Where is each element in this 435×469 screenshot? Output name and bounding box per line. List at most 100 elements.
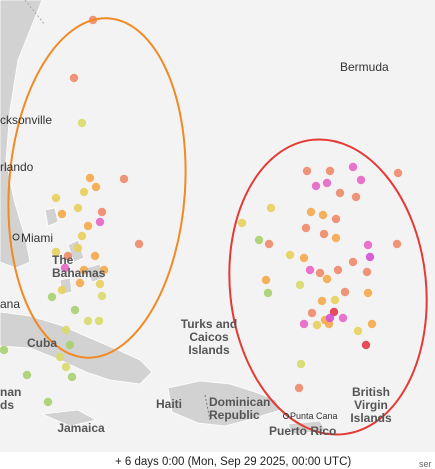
forecast-point [65, 340, 75, 350]
place-label: Haiti [156, 397, 182, 411]
place-label: Cuba [27, 336, 57, 350]
place-label: Bermuda [340, 60, 389, 74]
forecast-point [61, 362, 71, 372]
forecast-point [311, 181, 321, 191]
forecast-point [306, 207, 316, 217]
forecast-point [365, 252, 375, 262]
forecast-point [67, 372, 77, 382]
forecast-point [331, 233, 341, 243]
forecast-point [317, 296, 327, 306]
place-label: Virgin [354, 398, 388, 412]
place-label: ana [0, 297, 20, 311]
place-label: The [52, 253, 74, 267]
forecast-point [296, 359, 306, 369]
forecast-point [295, 280, 305, 290]
place-label: Turks and [181, 317, 237, 331]
forecast-point [83, 221, 93, 231]
forecast-point [266, 203, 276, 213]
city-marker [283, 413, 289, 419]
forecast-point [363, 288, 373, 298]
forecast-point [393, 168, 403, 178]
forecast-point [261, 275, 271, 285]
forecast-point [73, 203, 83, 213]
forecast-point [73, 243, 83, 253]
place-label: Jamaica [57, 421, 105, 435]
forecast-point [331, 214, 341, 224]
forecast-point [254, 235, 264, 245]
forecast-point [63, 251, 73, 261]
place-label: Islands [188, 343, 230, 357]
forecast-point [75, 278, 85, 288]
place-label: nan [0, 385, 21, 399]
border [204, 394, 211, 421]
forecast-point [362, 267, 372, 277]
forecast-point [22, 370, 32, 380]
place-label: ds [0, 398, 14, 412]
place-label: cksonville [0, 113, 52, 127]
forecast-point [329, 307, 339, 317]
forecast-point [51, 247, 61, 257]
forecast-point [85, 173, 95, 183]
forecast-point [307, 308, 317, 318]
forecast-point [322, 274, 332, 284]
forecast-point [61, 325, 71, 335]
forecast-point [356, 175, 366, 185]
forecast-point [77, 231, 87, 241]
forecast-point [312, 320, 322, 330]
forecast-point [351, 192, 361, 202]
forecast-point [299, 319, 309, 329]
place-label: Miami [21, 231, 53, 245]
forecast-point [55, 352, 65, 362]
forecast-point [95, 279, 105, 289]
forecast-point [330, 295, 340, 305]
forecast-point [299, 253, 309, 263]
place-label: rlando [0, 160, 34, 174]
forecast-point [318, 210, 328, 220]
forecast-point [301, 223, 311, 233]
place-label: Republic [209, 408, 260, 422]
forecast-point [79, 265, 89, 275]
forecast-point [305, 265, 315, 275]
forecast-point [363, 240, 373, 250]
timestamp-cut: ser [419, 459, 432, 469]
place-label: Caicos [189, 330, 229, 344]
place-label: Puerto Rico [269, 424, 336, 438]
forecast-point [91, 182, 101, 192]
cluster-outline [7, 17, 187, 359]
city-marker [12, 233, 20, 241]
forecast-point [315, 268, 325, 278]
forecast-point [392, 239, 402, 249]
forecast-point [263, 288, 273, 298]
forecast-point [79, 187, 89, 197]
forecast-point [57, 209, 67, 219]
forecast-point [340, 287, 350, 297]
forecast-point [83, 316, 93, 326]
forecast-point [94, 316, 104, 326]
forecast-point [90, 251, 100, 261]
forecast-point [134, 239, 144, 249]
forecast-point [77, 118, 87, 128]
footer-bar [0, 452, 435, 469]
forecast-point [0, 345, 9, 355]
forecast-point [322, 178, 332, 188]
forecast-point [237, 218, 247, 228]
forecast-point [43, 397, 53, 407]
forecast-point [97, 291, 107, 301]
forecast-point [70, 305, 80, 315]
cluster-outline [228, 138, 428, 436]
forecast-point [335, 188, 345, 198]
border [24, 0, 46, 26]
forecast-point [264, 239, 274, 249]
place-label: Bahamas [52, 266, 106, 280]
timestamp: + 6 days 0:00 (Mon, Sep 29 2025, 00:00 U… [115, 456, 351, 468]
place-label: Islands [350, 411, 392, 425]
forecast-point [338, 313, 348, 323]
forecast-point [97, 207, 107, 217]
forecast-point [95, 217, 105, 227]
forecast-point [325, 166, 335, 176]
forecast-point [285, 250, 295, 260]
forecast-point [47, 292, 57, 302]
forecast-point [294, 383, 304, 393]
forecast-point [119, 174, 129, 184]
forecast-point [60, 263, 70, 273]
